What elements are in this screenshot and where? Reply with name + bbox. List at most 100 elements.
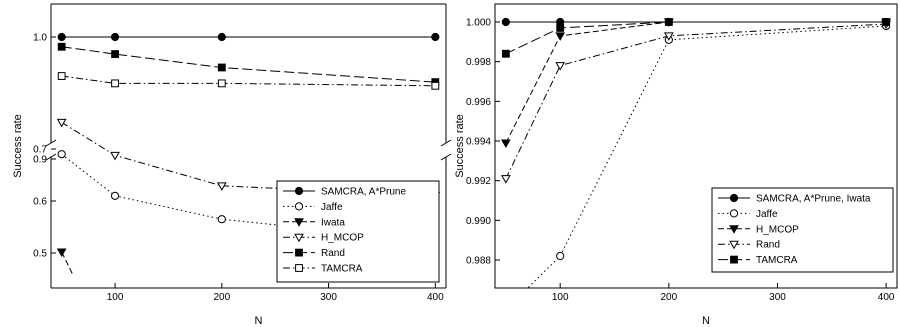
data-point — [882, 18, 891, 26]
legend-marker — [295, 248, 303, 257]
data-point — [57, 32, 66, 42]
series-line — [61, 75, 436, 87]
y-tick-label: 0.996 — [466, 97, 491, 108]
series-line — [61, 251, 73, 275]
legend-label: Rand — [756, 240, 780, 251]
x-tick-label: 300 — [320, 292, 337, 303]
data-point — [431, 81, 440, 90]
legend-marker — [729, 193, 739, 203]
y-tick-label: 1.000 — [466, 18, 491, 29]
legend-marker — [729, 240, 739, 250]
axis-break-mark — [45, 153, 57, 161]
y-tick-label: 0.7 — [33, 145, 47, 156]
data-point — [431, 32, 440, 42]
data-point — [57, 72, 66, 80]
data-point — [111, 79, 119, 88]
data-point — [110, 151, 120, 161]
x-axis-label: N — [255, 315, 263, 327]
data-point — [664, 18, 673, 26]
series-0 — [57, 32, 440, 42]
y-tick-label: 0.988 — [466, 256, 491, 267]
y-axis-label: Success rate — [454, 114, 466, 178]
legend-label: Rand — [321, 248, 345, 259]
legend-label: Jaffe — [756, 209, 778, 220]
legend-label: SAMCRA, A*Prune, Iwata — [756, 194, 871, 205]
x-tick-label: 100 — [107, 292, 124, 303]
legend-label: SAMCRA, A*Prune — [321, 187, 406, 198]
legend-marker — [294, 202, 304, 211]
data-point — [501, 139, 511, 148]
right-chart: 100 200 300 400 0.988 0.990 0.992 0.994 0.996 0.9… — [454, 3, 898, 327]
axis-break-mark — [440, 139, 452, 147]
legend-frame — [711, 187, 894, 273]
series-line — [505, 21, 887, 144]
legend-marker — [729, 225, 739, 234]
series-line — [61, 46, 436, 83]
data-point — [217, 79, 226, 88]
data-point — [216, 182, 227, 191]
data-point — [57, 42, 66, 51]
data-point — [501, 175, 511, 184]
data-point — [217, 32, 226, 42]
data-point — [217, 215, 226, 224]
legend-marker — [294, 233, 304, 243]
data-point — [663, 32, 674, 41]
x-axis-label: N — [702, 315, 710, 327]
legend: SAMCRA, A*Prune Jaffe Iwata H_MCOP Rand TAMCR… — [276, 180, 440, 283]
legend-frame — [276, 180, 440, 283]
data-point — [556, 24, 565, 32]
legend-label: Jaffe — [321, 202, 343, 213]
series-3 — [501, 20, 891, 184]
data-point — [111, 50, 119, 58]
series-4 — [57, 42, 440, 87]
x-tick-label: 200 — [213, 292, 230, 303]
data-point — [56, 118, 67, 128]
legend-marker — [730, 255, 738, 264]
data-point — [501, 17, 510, 27]
legend-label: H_MCOP — [321, 233, 364, 244]
y-tick-label: 0.994 — [466, 137, 491, 148]
y-axis-label: Success rate — [12, 114, 24, 178]
legend-marker — [729, 209, 739, 218]
left-chart: 100 200 300 400 0.9 1.0 0.5 0.6 0.7 N Success rate… — [12, 3, 452, 327]
data-point — [555, 32, 566, 41]
series-2 — [56, 248, 73, 275]
legend-label: Iwata — [321, 217, 345, 228]
axis-break-mark — [45, 139, 57, 147]
plot-area — [501, 17, 891, 288]
legend-label: H_MCOP — [756, 224, 799, 235]
y-tick-label: 0.998 — [466, 57, 491, 68]
plot-frame — [494, 3, 898, 289]
data-point — [501, 49, 510, 58]
y-tick-label: 0.5 — [33, 249, 47, 260]
axis-break-mark — [440, 153, 452, 161]
x-tick-label: 200 — [660, 292, 677, 303]
y-tick-label: 0.990 — [466, 216, 491, 227]
x-tick-label: 300 — [769, 292, 786, 303]
data-point — [56, 248, 67, 257]
legend-label: TAMCRA — [321, 264, 363, 275]
legend-marker — [294, 186, 304, 196]
data-point — [555, 62, 566, 71]
x-tick-label: 400 — [427, 292, 444, 303]
y-tick-label: 0.9 — [33, 155, 47, 166]
y-tick-label: 0.992 — [466, 176, 491, 187]
data-point — [110, 191, 120, 200]
series-2 — [501, 18, 891, 148]
legend: SAMCRA, A*Prune, Iwata Jaffe H_MCOP Rand TAM… — [711, 187, 894, 273]
series-5 — [57, 72, 440, 90]
x-tick-label: 100 — [552, 292, 569, 303]
x-tick-label: 400 — [878, 292, 895, 303]
data-point — [556, 251, 565, 261]
y-tick-label: 0.6 — [33, 197, 47, 208]
legend-marker — [294, 218, 304, 227]
series-4 — [501, 18, 891, 58]
legend-label: TAMCRA — [756, 255, 798, 266]
legend-marker — [295, 264, 303, 272]
series-line — [505, 23, 887, 179]
y-tick-label: 1.0 — [33, 33, 47, 44]
data-point — [57, 150, 66, 159]
data-point — [110, 32, 120, 42]
data-point — [217, 63, 226, 72]
